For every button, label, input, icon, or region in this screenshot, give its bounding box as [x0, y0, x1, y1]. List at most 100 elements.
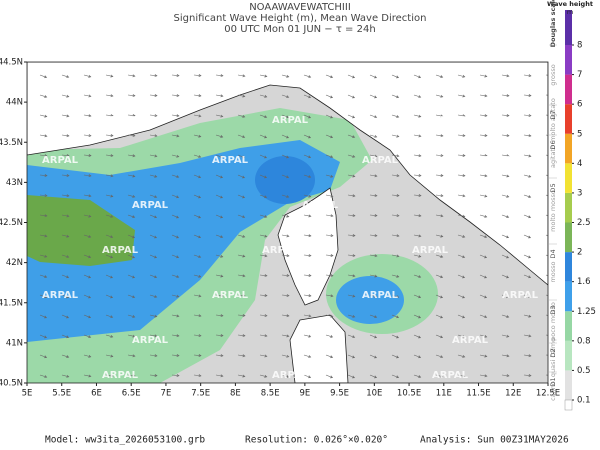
douglas-code: D3 — [549, 305, 557, 314]
direction-arrow — [545, 94, 548, 96]
direction-arrow — [61, 134, 70, 138]
direction-arrow — [391, 294, 400, 298]
direction-arrow — [347, 254, 356, 258]
direction-arrow — [479, 314, 488, 319]
watermark: ARPAL — [432, 115, 469, 126]
y-tick-label: 42N — [6, 258, 23, 268]
direction-arrow — [171, 114, 180, 118]
direction-arrow — [215, 154, 224, 159]
direction-arrow — [171, 94, 180, 97]
direction-arrow — [281, 174, 290, 179]
direction-arrow — [501, 154, 510, 158]
y-tick-label: 43N — [6, 178, 23, 188]
direction-arrow — [39, 74, 48, 79]
direction-arrow — [281, 274, 290, 277]
direction-arrow — [369, 134, 378, 138]
douglas-label: poco mosso — [549, 302, 557, 341]
direction-arrow — [369, 254, 378, 258]
direction-arrow — [61, 234, 70, 238]
direction-arrow — [303, 174, 312, 178]
direction-arrow — [193, 154, 202, 158]
direction-arrow — [61, 94, 70, 98]
direction-arrow — [523, 174, 532, 178]
colorbar-label: 1.25 — [577, 307, 596, 317]
direction-arrow — [545, 254, 548, 257]
direction-arrow — [501, 274, 510, 279]
direction-arrow — [83, 254, 92, 259]
direction-arrow — [171, 374, 180, 377]
colorbar-label: 6 — [577, 100, 582, 110]
corsica — [277, 187, 339, 306]
direction-arrow — [127, 214, 136, 219]
direction-arrow — [127, 234, 136, 239]
watermark: ARPAL — [42, 290, 79, 301]
douglas-code: D4 — [549, 249, 557, 258]
direction-arrow — [237, 114, 246, 118]
direction-arrow — [369, 174, 378, 178]
direction-arrow — [193, 354, 202, 357]
colorbar-band — [565, 104, 572, 134]
colorbar-band — [565, 45, 572, 75]
direction-arrow — [281, 134, 290, 139]
direction-arrow — [127, 354, 136, 358]
direction-arrow — [39, 154, 48, 158]
direction-arrow — [523, 374, 532, 377]
direction-arrow — [457, 374, 466, 378]
direction-arrow — [61, 154, 70, 157]
direction-arrow — [259, 374, 268, 378]
direction-arrow — [61, 334, 70, 339]
direction-arrow — [479, 194, 488, 198]
direction-arrow — [171, 134, 180, 138]
direction-arrow — [61, 354, 70, 358]
colorbar-label: 4 — [577, 159, 582, 169]
direction-arrow — [193, 214, 202, 219]
direction-arrow — [545, 374, 548, 376]
direction-arrow — [39, 294, 48, 299]
direction-arrow — [303, 354, 312, 358]
direction-arrow — [325, 174, 334, 178]
direction-arrow — [193, 274, 202, 278]
direction-arrow — [369, 154, 378, 158]
direction-arrow — [435, 74, 444, 78]
direction-arrow — [545, 334, 548, 336]
watermark: ARPAL — [272, 370, 309, 381]
direction-arrow — [369, 354, 378, 359]
direction-arrow — [501, 194, 510, 198]
direction-arrow — [347, 74, 356, 79]
direction-arrow — [171, 274, 180, 278]
direction-arrow — [413, 214, 422, 218]
watermark: ARPAL — [272, 115, 309, 126]
direction-arrow — [259, 354, 268, 358]
direction-arrow — [215, 334, 224, 337]
direction-arrow — [61, 74, 70, 78]
direction-arrow — [501, 114, 510, 117]
direction-arrow — [391, 374, 400, 379]
direction-arrow — [259, 114, 268, 119]
colorbar-label: 2 — [577, 248, 582, 258]
direction-arrow — [105, 114, 114, 118]
direction-arrow — [325, 254, 334, 257]
direction-arrow — [281, 314, 290, 318]
direction-arrow — [347, 374, 356, 379]
direction-arrow — [545, 234, 548, 237]
direction-arrow — [347, 314, 356, 318]
direction-arrow — [325, 274, 334, 278]
direction-arrow — [237, 334, 246, 338]
direction-arrow — [391, 154, 400, 158]
direction-arrow — [391, 134, 400, 138]
direction-arrow — [237, 374, 246, 378]
direction-arrow — [215, 374, 224, 378]
direction-arrow — [391, 74, 400, 79]
direction-arrow — [105, 94, 114, 98]
direction-arrow — [237, 354, 246, 358]
direction-arrow — [435, 374, 444, 378]
direction-arrow — [413, 174, 422, 177]
colorbar-band — [565, 252, 572, 282]
direction-arrow — [523, 254, 532, 259]
direction-arrow — [435, 334, 444, 339]
watermark: ARPAL — [102, 115, 139, 126]
direction-arrow — [413, 74, 422, 79]
direction-arrow — [193, 174, 202, 179]
x-tick-label: 6.5E — [122, 389, 141, 399]
